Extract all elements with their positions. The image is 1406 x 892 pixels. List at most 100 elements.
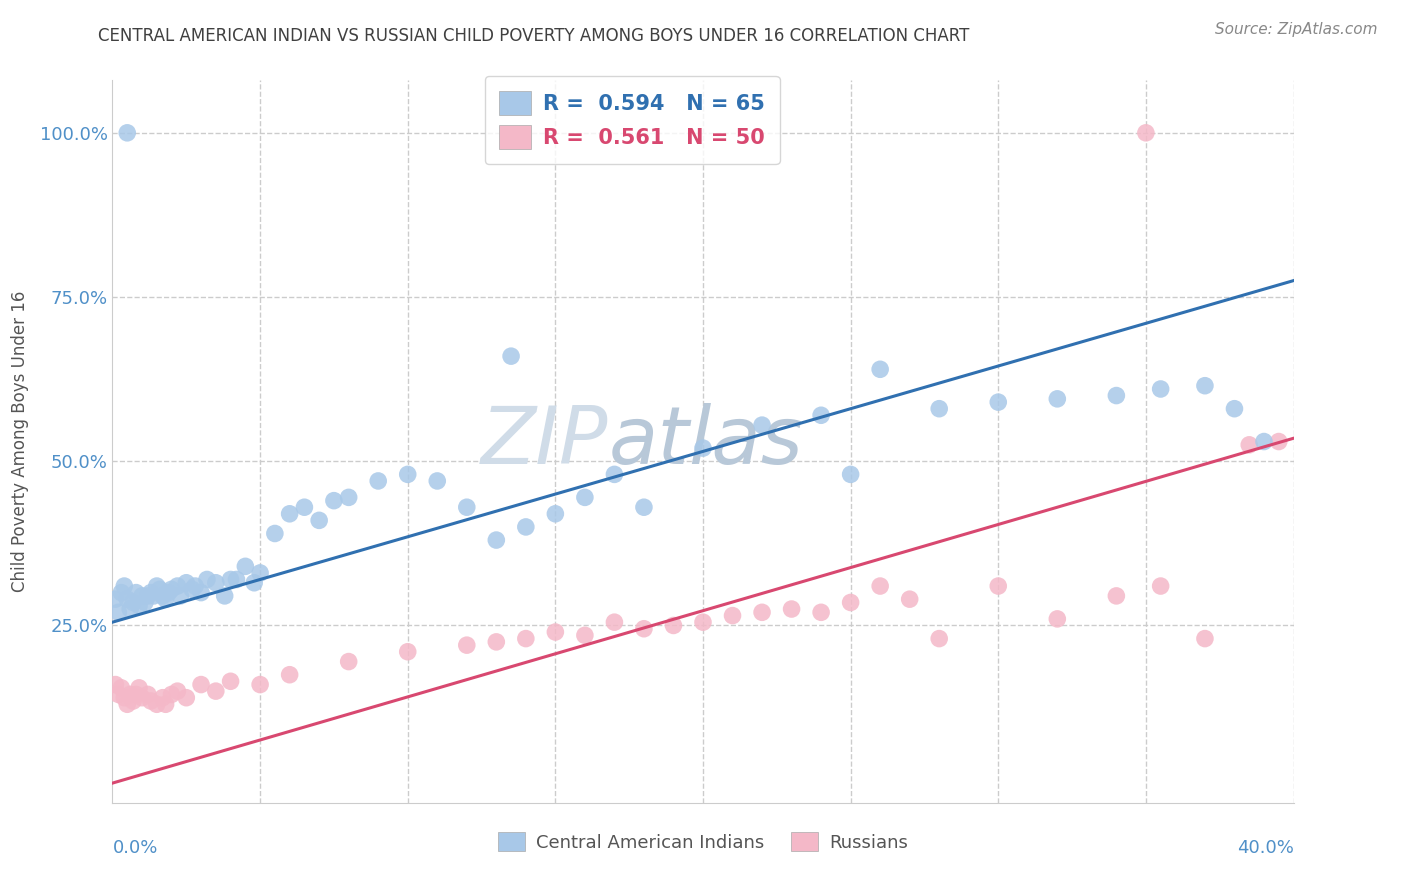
Point (181, 582, 204, 597)
Point (515, 632, 537, 646)
Point (152, 589, 174, 603)
Point (1194, 378, 1216, 392)
Point (169, 589, 191, 603)
Point (692, 615, 714, 630)
Point (987, 395, 1010, 409)
Point (166, 684, 188, 698)
Point (120, 602, 142, 616)
Point (249, 566, 271, 580)
Point (125, 687, 148, 701)
Point (117, 592, 138, 607)
Point (810, 409, 832, 423)
Text: 0.0%: 0.0% (112, 838, 157, 857)
Point (1223, 401, 1246, 416)
Point (1150, 579, 1173, 593)
Point (149, 582, 172, 597)
Point (142, 589, 165, 603)
Point (1046, 392, 1069, 406)
Point (214, 589, 236, 603)
Point (337, 655, 360, 669)
Point (928, 401, 950, 416)
Point (1194, 632, 1216, 646)
Point (155, 592, 177, 607)
Point (367, 474, 389, 488)
Text: CENTRAL AMERICAN INDIAN VS RUSSIAN CHILD POVERTY AMONG BOYS UNDER 16 CORRELATION: CENTRAL AMERICAN INDIAN VS RUSSIAN CHILD… (98, 27, 970, 45)
Point (131, 589, 153, 603)
Point (112, 579, 135, 593)
Point (396, 467, 419, 482)
Y-axis label: Child Poverty Among Boys Under 16: Child Poverty Among Boys Under 16 (10, 291, 28, 592)
Point (633, 500, 655, 515)
Point (1239, 438, 1261, 452)
Point (110, 681, 132, 695)
Point (987, 579, 1010, 593)
Point (160, 687, 183, 701)
Point (136, 687, 159, 701)
Legend: Central American Indians, Russians: Central American Indians, Russians (491, 825, 915, 859)
Point (721, 608, 744, 623)
Point (139, 585, 162, 599)
Point (166, 579, 188, 593)
Point (574, 491, 596, 505)
Point (122, 595, 145, 609)
Point (337, 491, 360, 505)
Point (692, 441, 714, 455)
Point (780, 602, 803, 616)
Point (898, 592, 921, 607)
Point (120, 687, 142, 701)
Point (225, 573, 247, 587)
Point (174, 575, 197, 590)
Point (243, 575, 266, 590)
Point (928, 632, 950, 646)
Point (139, 694, 162, 708)
Point (205, 575, 228, 590)
Point (110, 585, 132, 599)
Point (134, 595, 156, 609)
Point (1253, 434, 1275, 449)
Point (122, 694, 145, 708)
Point (839, 595, 862, 609)
Text: 40.0%: 40.0% (1237, 838, 1294, 857)
Point (112, 690, 135, 705)
Point (155, 698, 177, 712)
Point (104, 677, 127, 691)
Text: Source: ZipAtlas.com: Source: ZipAtlas.com (1215, 22, 1378, 37)
Point (515, 520, 537, 534)
Point (456, 500, 478, 515)
Point (264, 526, 287, 541)
Point (184, 579, 207, 593)
Point (146, 698, 169, 712)
Point (574, 628, 596, 642)
Point (128, 681, 150, 695)
Point (544, 625, 567, 640)
Point (869, 579, 891, 593)
Point (1105, 589, 1128, 603)
Point (107, 687, 129, 701)
Point (1150, 382, 1173, 396)
Point (662, 618, 685, 632)
Point (195, 573, 218, 587)
Point (278, 507, 301, 521)
Point (603, 467, 626, 482)
Point (810, 605, 832, 619)
Point (249, 677, 271, 691)
Point (839, 467, 862, 482)
Point (396, 645, 419, 659)
Point (603, 615, 626, 630)
Point (278, 667, 301, 681)
Point (131, 690, 153, 705)
Point (128, 599, 150, 613)
Point (544, 507, 567, 521)
Text: ZIP: ZIP (481, 402, 609, 481)
Point (1135, 126, 1157, 140)
Point (219, 674, 242, 689)
Point (107, 605, 129, 619)
Point (292, 500, 315, 515)
Point (117, 126, 138, 140)
Point (117, 698, 138, 712)
Point (152, 690, 174, 705)
Point (157, 585, 180, 599)
Point (160, 582, 183, 597)
Point (174, 690, 197, 705)
Point (456, 638, 478, 652)
